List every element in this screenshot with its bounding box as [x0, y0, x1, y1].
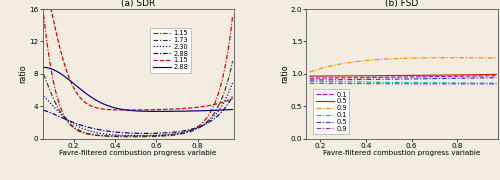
Title: (a) SDR: (a) SDR	[121, 0, 155, 8]
Legend: 1.15, 1.73, 2.30, 2.88, 1.15, 2.88: 1.15, 1.73, 2.30, 2.88, 1.15, 2.88	[150, 28, 190, 73]
Legend: 0.1, 0.5, 0.9, 0.1, 0.5, 0.9: 0.1, 0.5, 0.9, 0.1, 0.5, 0.9	[314, 89, 350, 134]
Y-axis label: ratio: ratio	[18, 64, 28, 83]
Y-axis label: ratio: ratio	[280, 64, 289, 83]
Title: (b) FSD: (b) FSD	[386, 0, 418, 8]
X-axis label: Favre-filtered combustion progress variable: Favre-filtered combustion progress varia…	[323, 150, 480, 156]
X-axis label: Favre-filtered combustion progress variable: Favre-filtered combustion progress varia…	[60, 150, 217, 156]
